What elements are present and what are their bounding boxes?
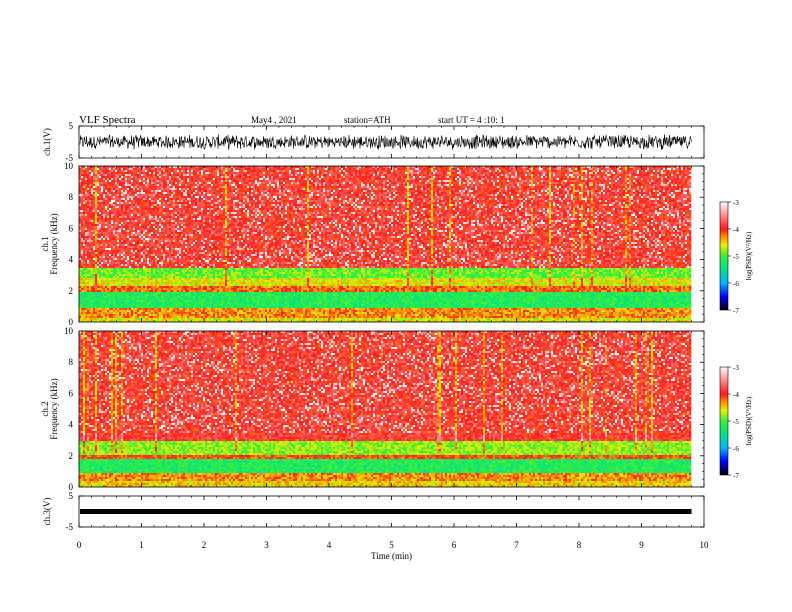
xtick-label: 4 <box>327 540 332 550</box>
ytick-label-ch2_spectrogram: 8 <box>69 357 74 367</box>
xtick-label: 3 <box>264 540 269 550</box>
colorbar-tick-label: -3 <box>733 364 739 372</box>
colorbar-tick-label: -6 <box>733 280 739 288</box>
colorbar-tick-label: -5 <box>733 253 739 261</box>
colorbar-label: log(PSD)(V²/Hz) <box>745 396 753 445</box>
ytick-label-ch3_waveform: -5 <box>66 522 74 532</box>
ytick-label-ch2_spectrogram: 6 <box>69 388 74 398</box>
colorbar-tick-label: -7 <box>733 472 739 480</box>
ytick-label-ch2_spectrogram: 10 <box>64 326 74 336</box>
xtick-label: 10 <box>700 540 710 550</box>
ytick-label-ch1_spectrogram: 10 <box>64 161 74 171</box>
spectrogram-ch2_spectrogram <box>79 331 691 487</box>
ytick-label-ch1_spectrogram: 8 <box>69 192 74 202</box>
ylabel-ch3_waveform: ch.3(V) <box>42 498 52 526</box>
xtick-label: 8 <box>577 540 582 550</box>
colorbar-tick-label: -7 <box>733 307 739 315</box>
ytick-label-ch2_spectrogram: 2 <box>69 451 74 461</box>
xtick-label: 6 <box>452 540 457 550</box>
x-axis-label: Time (min) <box>371 551 412 561</box>
colorbar-2 <box>720 367 728 475</box>
ylabel-ch2_spectrogram: Frequency (kHz) <box>49 378 59 439</box>
ch3-waveform-trace <box>80 509 692 514</box>
ch1-waveform-trace <box>80 134 692 150</box>
ylabel-ch1_spectrogram: Frequency (kHz) <box>49 213 59 274</box>
colorbar-tick-label: -6 <box>733 445 739 453</box>
xtick-label: 9 <box>639 540 644 550</box>
ytick-label-ch2_spectrogram: 4 <box>69 420 74 430</box>
xtick-label: 5 <box>389 540 394 550</box>
xtick-label: 7 <box>514 540 519 550</box>
xtick-label: 1 <box>139 540 144 550</box>
ytick-label-ch1_spectrogram: 2 <box>69 286 74 296</box>
colorbar-tick-label: -3 <box>733 199 739 207</box>
ytick-label-ch3_waveform: 5 <box>69 491 74 501</box>
ytick-label-ch1_waveform: 5 <box>69 121 74 131</box>
colorbar-1 <box>720 202 728 310</box>
ytick-label-ch1_spectrogram: 4 <box>69 255 74 265</box>
colorbar-tick-label: -4 <box>733 226 739 234</box>
colorbar-tick-label: -5 <box>733 418 739 426</box>
spectrogram-ch1_spectrogram <box>79 166 691 322</box>
xtick-label: 0 <box>77 540 82 550</box>
colorbar-tick-label: -4 <box>733 391 739 399</box>
xtick-label: 2 <box>202 540 207 550</box>
ytick-label-ch1_spectrogram: 6 <box>69 223 74 233</box>
ylabel-ch1_waveform: ch.1(V) <box>42 128 52 156</box>
colorbar-label: log(PSD)(V²/Hz) <box>745 231 753 280</box>
